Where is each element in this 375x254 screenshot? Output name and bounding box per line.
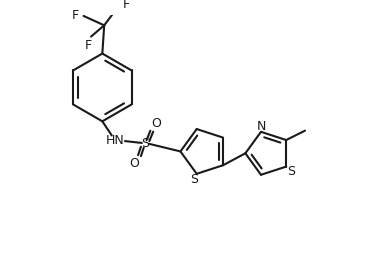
- Text: S: S: [190, 173, 198, 186]
- Text: O: O: [151, 117, 161, 130]
- Text: S: S: [287, 165, 295, 178]
- Text: HN: HN: [106, 134, 125, 147]
- Text: O: O: [129, 157, 139, 170]
- Text: F: F: [85, 39, 92, 52]
- Text: F: F: [72, 9, 79, 22]
- Text: N: N: [257, 120, 267, 133]
- Text: S: S: [142, 137, 150, 150]
- Text: F: F: [123, 0, 130, 11]
